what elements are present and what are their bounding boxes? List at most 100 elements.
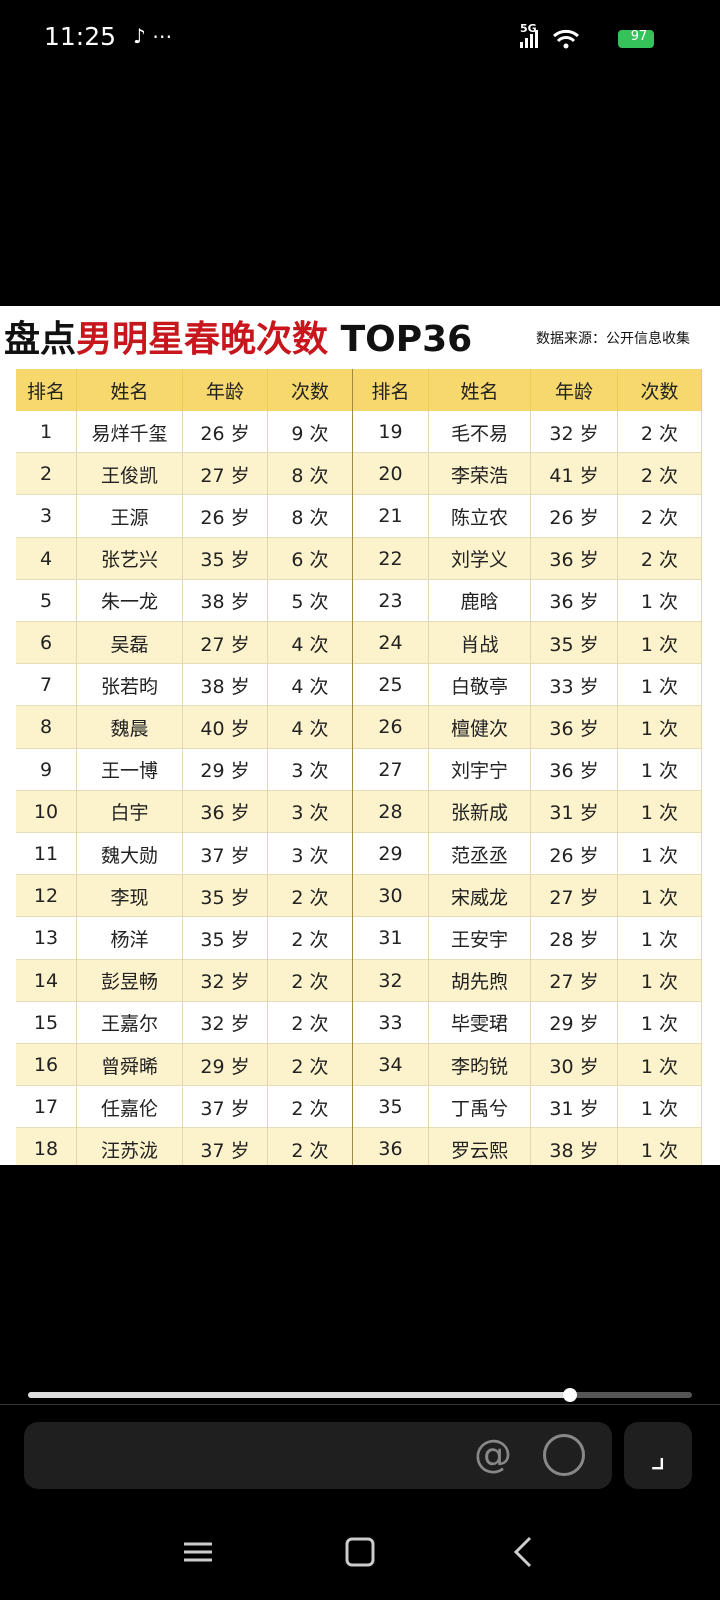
age: 27 岁 [531,875,618,918]
age: 29 岁 [531,1001,618,1044]
age: 35 岁 [183,917,268,960]
column-header: 次数 [618,369,702,411]
table-row [16,453,702,496]
table-row [16,917,702,960]
menu-button[interactable] [184,1542,212,1562]
count: 2 次 [618,495,702,538]
table-row [16,1044,702,1087]
rank: 12 [16,875,77,918]
column-header: 排名 [16,369,77,411]
tiktok-icon: ♪ ⋯ [133,24,173,48]
age: 35 岁 [183,537,268,580]
count: 4 次 [268,622,353,665]
back-button[interactable] [513,1536,532,1568]
age: 36 岁 [183,790,268,833]
age: 38 岁 [531,1128,618,1165]
name: 肖战 [429,622,531,665]
age: 32 岁 [531,411,618,454]
count: 2 次 [268,917,353,960]
count: 1 次 [618,959,702,1002]
age: 26 岁 [183,411,268,454]
age: 33 岁 [531,664,618,707]
table-row [16,664,702,707]
name: 张艺兴 [77,537,183,580]
age: 41 岁 [531,453,618,496]
name: 任嘉伦 [77,1086,183,1129]
rank: 36 [353,1128,429,1165]
count: 2 次 [268,1001,353,1044]
rank: 21 [353,495,429,538]
rank: 13 [16,917,77,960]
video-frame: 盘点男明星春晚次数 TOP36 数据来源：公开信息收集 排名 姓名 年龄 次数 排名 姓名… [0,306,720,1165]
table-row [16,1001,702,1044]
age: 28 岁 [531,917,618,960]
mention-button[interactable]: @ [474,1432,512,1476]
age: 32 岁 [183,1001,268,1044]
count: 1 次 [618,1044,702,1087]
name: 王俊凯 [77,453,183,496]
count: 1 次 [618,579,702,622]
count: 1 次 [618,748,702,791]
battery: 97 [630,29,648,44]
count: 4 次 [268,706,353,749]
name: 彭昱畅 [77,959,183,1002]
clock: 11:25 [44,22,117,51]
name: 毛不易 [429,411,531,454]
name: 杨洋 [77,917,183,960]
age: 36 岁 [531,748,618,791]
age: 26 岁 [183,495,268,538]
name: 李昀锐 [429,1044,531,1087]
age: 36 岁 [531,706,618,749]
count: 2 次 [618,453,702,496]
source: 数据来源：公开信息收集 [536,331,690,347]
table-row [16,748,702,791]
column-header: 姓名 [429,369,531,411]
count: 1 次 [618,706,702,749]
name: 李现 [77,875,183,918]
nav-bar [184,1536,532,1568]
age: 29 岁 [183,748,268,791]
home-button[interactable] [345,1537,375,1567]
count: 2 次 [618,537,702,580]
rank: 22 [353,537,429,580]
count: 1 次 [618,664,702,707]
rank: 10 [16,790,77,833]
name: 胡先煦 [429,959,531,1002]
count: 2 次 [618,411,702,454]
rank: 35 [353,1086,429,1129]
rank: 7 [16,664,77,707]
rank: 34 [353,1044,429,1087]
age: 32 岁 [183,959,268,1002]
age: 36 岁 [531,579,618,622]
count: 1 次 [618,1128,702,1165]
rank: 30 [353,875,429,918]
count: 2 次 [268,1044,353,1087]
title-highlight: 男明星春晚次数 [76,319,329,360]
count: 4 次 [268,664,353,707]
age: 26 岁 [531,495,618,538]
comment-input[interactable] [24,1422,612,1489]
table-row [16,959,702,1002]
count: 9 次 [268,411,353,454]
count: 1 次 [618,917,702,960]
table-row [16,579,702,622]
name: 鹿晗 [429,579,531,622]
fullscreen-exit[interactable]: ⌟ [624,1422,692,1489]
count: 8 次 [268,495,353,538]
name: 王安宇 [429,917,531,960]
emoji-button[interactable] [543,1434,585,1476]
column-header: 次数 [268,369,353,411]
network: 5G [520,22,537,35]
table-row [16,1086,702,1129]
count: 8 次 [268,453,353,496]
name: 丁禹兮 [429,1086,531,1129]
name: 毕雯珺 [429,1001,531,1044]
progress-thumb[interactable] [563,1388,577,1402]
rank: 29 [353,833,429,876]
age: 38 岁 [183,579,268,622]
age: 37 岁 [183,1086,268,1129]
rank: 8 [16,706,77,749]
title-prefix: 盘点 [4,319,77,360]
name: 朱一龙 [77,579,183,622]
